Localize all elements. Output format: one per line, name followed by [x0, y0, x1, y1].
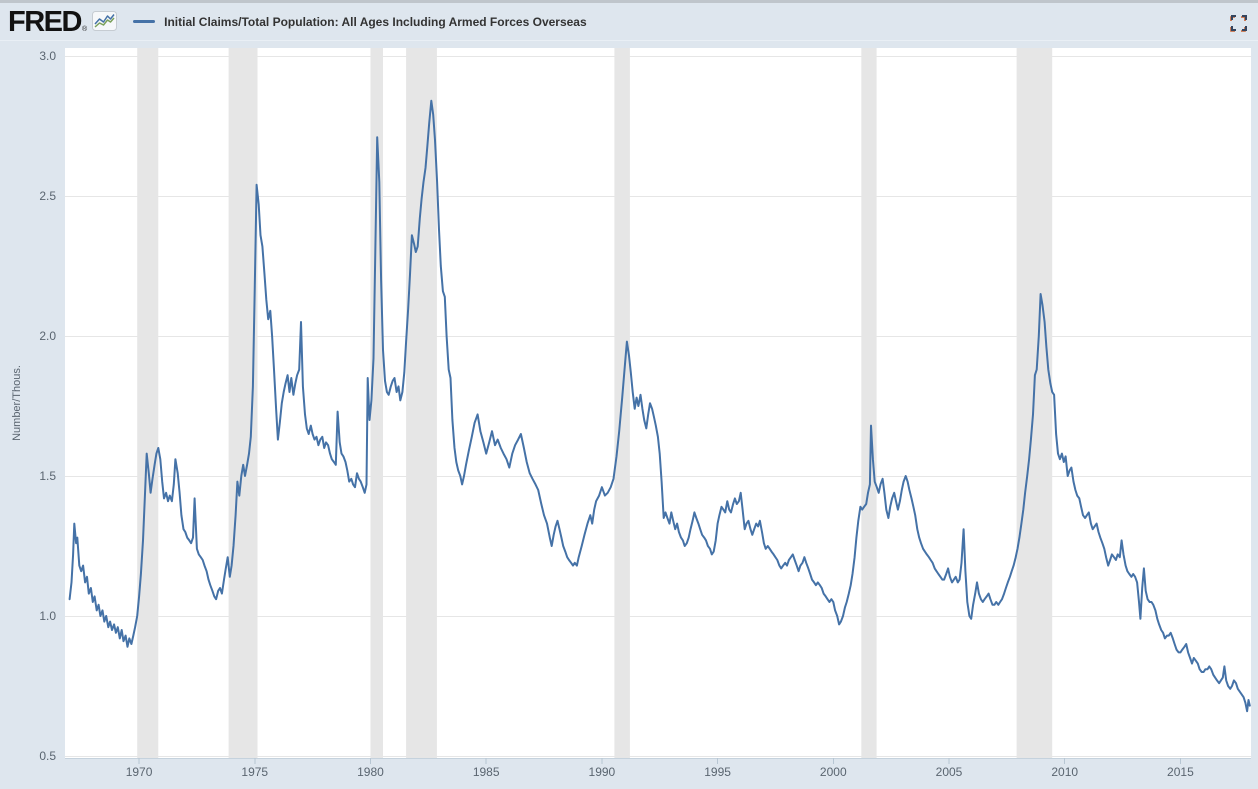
legend-line-swatch	[133, 20, 156, 23]
x-tick-label: 1980	[357, 765, 384, 779]
fred-logo-text: FRED	[8, 5, 82, 38]
x-tick-label: 1975	[241, 765, 269, 779]
y-tick-label: 3.0	[39, 49, 56, 63]
x-tick-label: 1990	[588, 765, 616, 779]
series-legend[interactable]: Initial Claims/Total Population: All Age…	[133, 15, 587, 29]
chart-header: FRED ® Initial Claims/Total Population: …	[0, 3, 1258, 41]
chart-canvas[interactable]	[65, 48, 1251, 764]
x-tick-label: 1970	[125, 765, 153, 779]
y-tick-label: 0.5	[39, 749, 56, 763]
registered-trademark: ®	[81, 25, 88, 33]
x-tick-label: 2000	[819, 765, 847, 779]
plot-area[interactable]	[65, 48, 1251, 764]
x-tick-label: 2015	[1167, 765, 1194, 779]
plot-background	[65, 48, 1251, 758]
y-tick-label: 1.5	[39, 469, 56, 483]
series-legend-label: Initial Claims/Total Population: All Age…	[164, 14, 587, 29]
fred-logo[interactable]: FRED ®	[8, 5, 88, 38]
fullscreen-icon	[1230, 15, 1247, 32]
x-tick-label: 2010	[1051, 765, 1079, 779]
fred-graph-icon	[92, 11, 118, 31]
y-axis-title: Number/Thous.	[11, 365, 23, 441]
x-tick-label: 1995	[704, 765, 731, 779]
y-tick-label: 2.5	[39, 189, 56, 203]
y-tick-label: 1.0	[39, 609, 56, 623]
x-tick-label: 1985	[472, 765, 500, 779]
series-line	[68, 99, 1251, 713]
recession-band	[861, 48, 877, 758]
recession-band	[137, 48, 159, 758]
fullscreen-button[interactable]	[1230, 14, 1248, 32]
x-tick-label: 2005	[935, 765, 963, 779]
y-tick-label: 2.0	[39, 329, 56, 343]
recession-band	[406, 48, 437, 758]
